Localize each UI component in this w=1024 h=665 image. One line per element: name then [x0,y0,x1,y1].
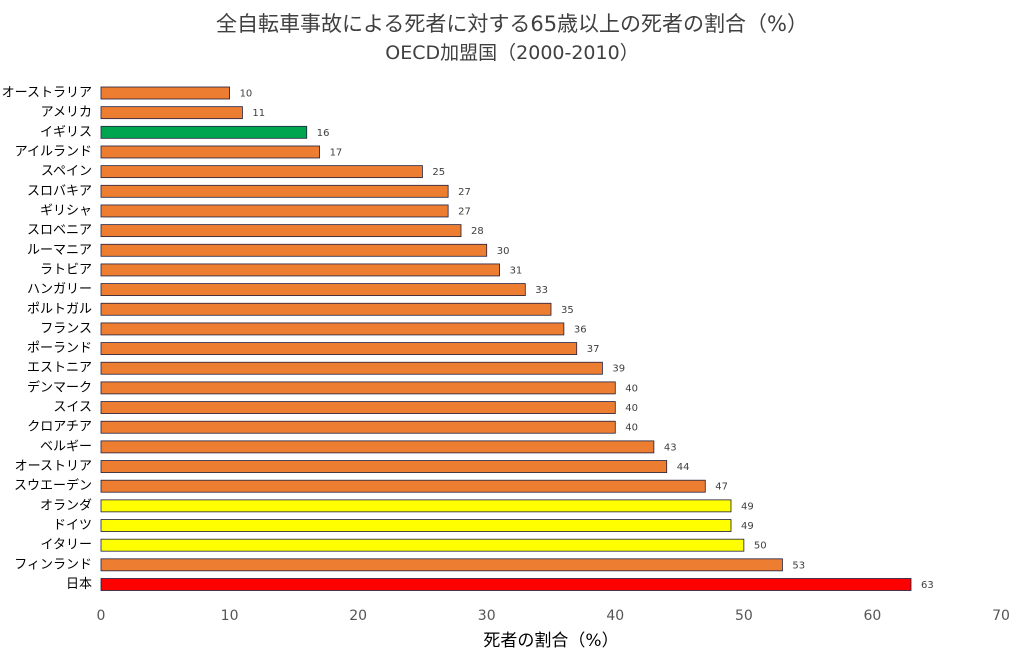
bar [100,243,488,257]
category-label: アイルランド [15,144,92,159]
category-label: クロアチア [27,420,92,435]
category-label: ベルギー [40,439,92,454]
bar [100,499,732,513]
category-label: スペイン [41,164,92,179]
bar [100,86,230,100]
category-label: ドイツ [53,518,92,533]
data-label: 49 [741,501,754,512]
data-label: 10 [240,89,253,100]
category-label: オーストラリア [2,86,92,101]
category-label: ハンガリー [27,282,92,297]
category-label: ポーランド [27,341,92,356]
category-label: デンマーク [27,379,92,395]
category-label: エストニア [27,361,92,376]
data-label: 40 [625,383,638,394]
category-label: スウエーデン [14,478,92,494]
x-tick-label: 40 [606,608,624,624]
bar [100,538,745,552]
bar [100,578,912,591]
category-label: オーストリア [15,459,92,474]
data-label: 44 [677,462,690,473]
category-label: ラトビア [40,262,92,277]
data-label: 16 [317,128,330,139]
data-label: 30 [497,246,510,257]
x-tick-label: 30 [478,608,496,624]
category-label: ギリシャ [40,203,92,218]
category-label: イギリス [40,125,92,140]
chart-subtitle: OECD加盟国（2000-2010） [385,42,639,64]
category-label: スロバキア [27,184,92,199]
bar [100,224,462,238]
data-label: 25 [432,167,445,178]
data-label: 53 [792,560,805,571]
bar [100,263,500,277]
bar [100,106,243,120]
data-label: 39 [612,364,625,375]
bar [100,145,320,159]
category-label: ルーマニア [27,243,92,258]
category-label: スロベニア [27,223,92,238]
data-label: 40 [625,423,638,434]
bar [100,342,578,355]
data-label: 50 [754,541,767,552]
data-label: 40 [625,403,638,414]
category-label: アメリカ [41,105,92,120]
data-label: 47 [715,482,728,493]
category-label: オランダ [40,498,92,513]
x-tick-label: 10 [221,608,239,624]
data-label: 27 [458,187,471,198]
category-label: スイス [53,400,92,415]
bar [100,479,706,493]
data-label: 27 [458,206,471,217]
bar [100,361,603,375]
bar [100,519,732,532]
data-label: 31 [510,265,523,276]
x-tick-label: 0 [97,608,106,624]
bar [100,184,449,198]
data-label: 11 [252,108,265,119]
data-label: 43 [664,442,677,453]
category-label: ポルトガル [27,302,92,317]
data-label: 49 [741,521,754,532]
x-tick-label: 20 [349,608,367,624]
bar [100,381,616,395]
bar [100,125,308,139]
x-axis-title: 死者の割合（%） [483,631,618,651]
bar [100,440,655,454]
bar [100,558,783,572]
bar [100,460,668,473]
data-label: 28 [471,226,484,237]
data-label: 17 [330,147,343,158]
category-label: フランス [40,321,92,336]
data-label: 33 [535,285,548,296]
category-label: 日本 [66,577,92,592]
category-label: フィンランド [14,557,92,572]
bar [100,401,616,414]
data-label: 37 [587,344,600,355]
data-label: 35 [561,305,574,316]
bar [100,283,526,297]
x-tick-label: 70 [992,608,1010,624]
x-tick-label: 50 [735,608,753,624]
bar [100,302,552,316]
bar [100,420,616,434]
bar [100,204,449,218]
data-label: 63 [921,580,934,591]
x-tick-label: 60 [864,608,882,624]
chart-title: 全自転車事故による死者に対する65歳以上の死者の割合（%） [215,12,809,36]
bar [100,165,423,179]
data-label: 36 [574,324,587,335]
bar [100,322,565,336]
category-label: イタリー [41,538,92,553]
